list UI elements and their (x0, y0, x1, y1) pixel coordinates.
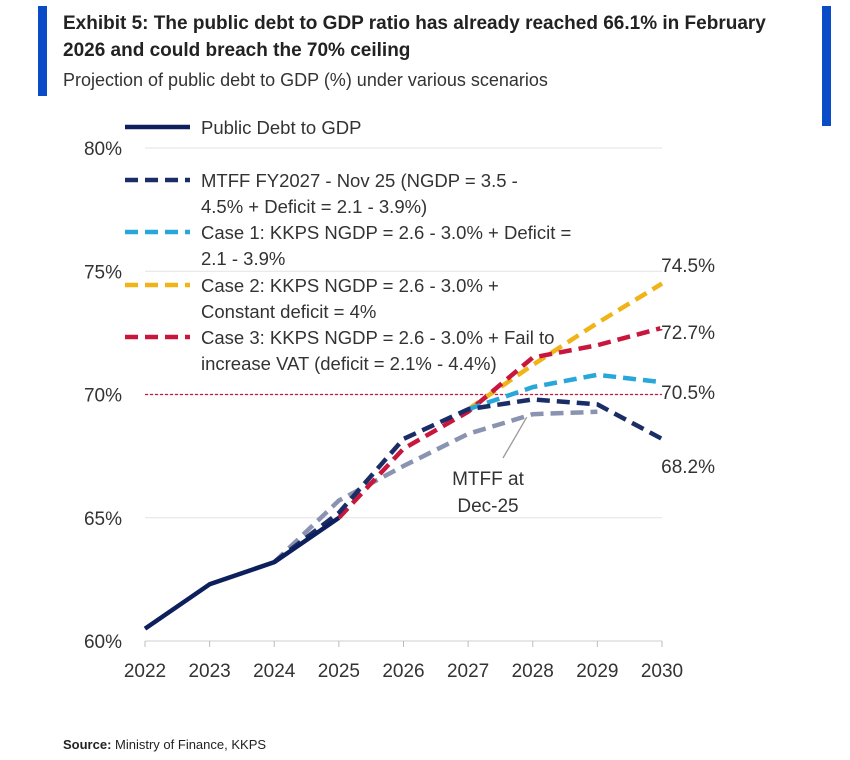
y-tick-label: 80% (84, 139, 122, 160)
x-tick-label: 2029 (576, 661, 618, 682)
legend-label: 2.1 - 3.9% (201, 248, 285, 269)
x-tick-label: 2028 (512, 661, 554, 682)
y-tick-label: 60% (84, 632, 122, 653)
series-line-mtff-dec25 (272, 409, 598, 564)
source-text: Ministry of Finance, KKPS (115, 737, 267, 752)
series-line-mtff-nov25 (272, 397, 664, 564)
x-tick-label: 2023 (188, 661, 230, 682)
legend-label: Case 1: KKPS NGDP = 2.6 - 3.0% + Deficit… (201, 222, 571, 243)
annotation-pointer (502, 416, 528, 459)
legend-layer: Public Debt to GDP MTFF FY2027 - Nov 25 (… (125, 115, 574, 377)
exhibit-subtitle: Projection of public debt to GDP (%) und… (63, 70, 548, 90)
legend-label: MTFF FY2027 - Nov 25 (NGDP = 3.5 - (201, 170, 518, 191)
legend-label: increase VAT (deficit = 2.1% - 4.4%) (201, 353, 497, 374)
x-tick-label: 2024 (253, 661, 296, 682)
legend-label: Case 2: KKPS NGDP = 2.6 - 3.0% + (201, 275, 499, 296)
x-tick-label: 2022 (124, 661, 166, 682)
annotation-label: Dec-25 (457, 496, 518, 517)
y-tick-label: 75% (84, 262, 122, 283)
y-tick-label: 65% (84, 509, 122, 530)
x-tick-label: 2025 (318, 661, 360, 682)
legend-label: Public Debt to GDP (201, 117, 361, 138)
series-line-case1 (467, 372, 663, 412)
source-note: Source: Ministry of Finance, KKPS (63, 737, 266, 752)
title-accent-bar (38, 6, 47, 96)
annotation-layer: MTFF at Dec-25 (452, 416, 528, 517)
legend-label: Case 3: KKPS NGDP = 2.6 - 3.0% + Fail to (201, 327, 554, 348)
legend-label: 4.5% + Deficit = 2.1 - 3.9%) (201, 196, 427, 217)
legend-label: Constant deficit = 4% (201, 301, 376, 322)
x-tick-label: 2026 (382, 661, 424, 682)
series-line-case3 (337, 325, 663, 520)
series-layer (143, 281, 664, 631)
end-label-case3: 72.7% (661, 323, 715, 344)
x-tick-label: 2027 (447, 661, 489, 682)
source-label: Source: (63, 737, 112, 752)
annotation-label: MTFF at (452, 469, 524, 490)
y-tick-label: 70% (84, 386, 122, 407)
end-label-layer: 74.5% 72.7% 70.5% 68.2% (659, 254, 717, 480)
end-label-case2: 74.5% (661, 256, 715, 277)
exhibit-title: Exhibit 5: The public debt to GDP ratio … (63, 13, 766, 61)
axis-layer: 60% 65% 70% 75% 80% 2022 2023 2024 2025 2026 2027 2… (84, 139, 683, 682)
next-exhibit-accent-bar (822, 6, 831, 126)
x-tick-label: 2030 (641, 661, 683, 682)
end-label-mtff-nov25: 68.2% (661, 457, 715, 478)
end-label-case1: 70.5% (661, 383, 715, 404)
series-line-actual (143, 515, 341, 631)
